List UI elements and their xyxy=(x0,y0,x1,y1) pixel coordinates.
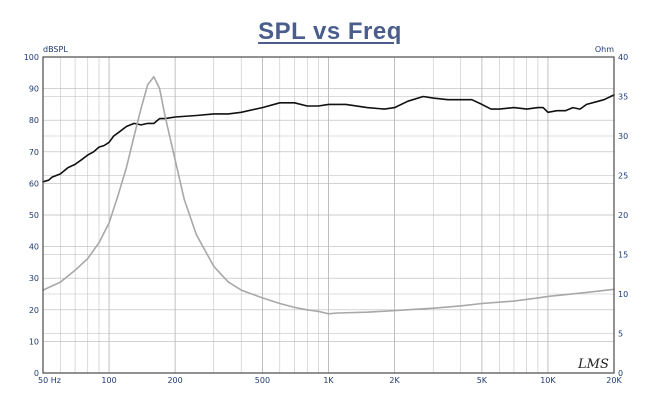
x-axis-tick-label: 2K xyxy=(389,376,400,385)
x-axis-tick-label: 200 xyxy=(167,376,182,385)
x-axis-tick-label: 50 Hz xyxy=(38,376,61,385)
right-axis-tick-label: 15 xyxy=(618,251,628,260)
left-axis-tick-label: 50 xyxy=(29,211,39,220)
plot-frame xyxy=(42,56,615,374)
right-axis-tick-label: 30 xyxy=(618,132,628,141)
x-axis-ticks: 50 Hz 100 200 500 1K 2K 5K 10K 20K xyxy=(38,376,622,385)
left-axis-unit: dBSPL xyxy=(43,45,68,54)
chart-title: SPL vs Freq xyxy=(258,18,402,45)
left-axis-tick-label: 60 xyxy=(29,179,39,188)
right-axis-tick-label: 25 xyxy=(618,172,628,181)
right-axis-tick-label: 5 xyxy=(618,330,623,339)
right-axis-tick-label: 40 xyxy=(618,53,628,62)
x-axis-tick-label: 1K xyxy=(323,376,334,385)
right-axis-tick-label: 20 xyxy=(618,211,628,220)
left-axis-tick-label: 100 xyxy=(24,53,39,62)
series-layer xyxy=(42,76,615,315)
left-axis-tick-label: 0 xyxy=(34,369,39,378)
x-axis-tick-label: 5K xyxy=(477,376,488,385)
right-axis-tick-label: 0 xyxy=(618,369,623,378)
left-axis-tick-label: 10 xyxy=(29,337,39,346)
spl-curve xyxy=(42,94,615,183)
left-axis-ticks: 0 10 20 30 40 50 60 70 80 90 100 xyxy=(24,53,39,378)
right-axis-ticks: 0 5 10 15 20 25 30 35 40 xyxy=(618,53,628,378)
x-axis-tick-label: 500 xyxy=(255,376,270,385)
right-axis-unit: Ohm xyxy=(595,45,614,54)
major-gridlines xyxy=(43,57,614,373)
x-axis-tick-label: 10K xyxy=(540,376,556,385)
signature-mark: LMS xyxy=(577,357,609,372)
x-axis-tick-label: 100 xyxy=(101,376,116,385)
left-axis-tick-label: 20 xyxy=(29,306,39,315)
right-axis-tick-label: 10 xyxy=(618,290,628,299)
x-axis-tick-label: 20K xyxy=(606,376,622,385)
right-axis-tick-label: 35 xyxy=(618,93,628,102)
left-axis-tick-label: 30 xyxy=(29,274,39,283)
left-axis-tick-label: 70 xyxy=(29,148,39,157)
impedance-curve xyxy=(42,76,615,315)
left-axis-tick-label: 80 xyxy=(29,116,39,125)
left-axis-tick-label: 40 xyxy=(29,243,39,252)
left-axis-tick-label: 90 xyxy=(29,85,39,94)
